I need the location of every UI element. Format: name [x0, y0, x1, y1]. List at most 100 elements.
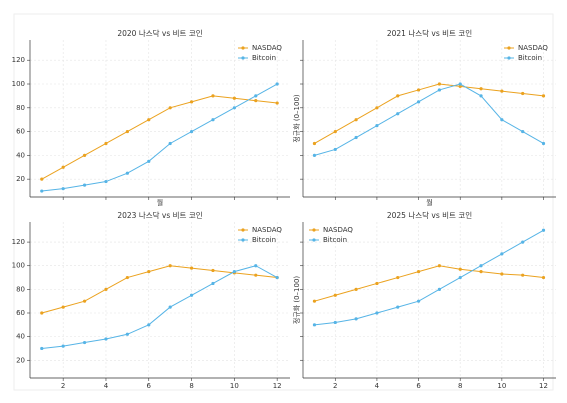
data-point [125, 275, 129, 280]
data-point [254, 99, 258, 103]
data-point [104, 287, 108, 291]
data-point [61, 305, 65, 309]
x-tick-label: 6 [416, 382, 421, 390]
data-point [479, 264, 483, 268]
x-tick-label: 2 [61, 382, 65, 390]
legend-marker [312, 228, 316, 232]
data-point [375, 311, 379, 315]
series-line [41, 95, 278, 180]
legend-marker [241, 56, 245, 60]
data-point [189, 100, 194, 104]
legend-marker [312, 238, 316, 242]
data-point [211, 118, 215, 122]
data-point [521, 273, 525, 277]
data-point [147, 118, 151, 122]
data-point [521, 129, 525, 134]
legend-label: NASDAQ [323, 226, 353, 234]
legend-label: Bitcoin [323, 236, 347, 244]
data-point [275, 82, 279, 86]
data-point [82, 153, 87, 157]
y-tick-label: 20 [16, 175, 25, 183]
data-point [458, 267, 462, 271]
data-point [82, 183, 87, 187]
chart-title: 2021 나스닥 vs 비트 코인 [387, 28, 472, 38]
legend-label: NASDAQ [252, 44, 282, 52]
data-point [312, 323, 317, 327]
series-line [314, 83, 544, 156]
data-point [479, 270, 483, 274]
data-point [125, 332, 129, 336]
data-point [275, 275, 279, 280]
y-axis-label: 정규화 (0–100) [292, 276, 301, 325]
data-point [333, 320, 337, 325]
data-point [416, 299, 421, 303]
y-tick-label: 20 [16, 356, 25, 364]
data-point [61, 187, 65, 191]
data-point [211, 281, 215, 286]
data-point [147, 270, 151, 274]
data-point [541, 141, 546, 146]
data-point [254, 264, 258, 268]
legend-label: Bitcoin [252, 236, 276, 244]
y-tick-label: 80 [16, 104, 25, 112]
legend-marker [241, 238, 245, 242]
data-point [458, 84, 462, 88]
legend-marker [241, 228, 245, 232]
data-point [232, 96, 236, 100]
data-point [396, 275, 400, 280]
data-point [189, 129, 194, 134]
y-tick-label: 60 [16, 309, 25, 317]
series-line [314, 83, 544, 144]
data-point [254, 94, 258, 98]
data-point [354, 317, 358, 321]
x-tick-label: 6 [147, 382, 152, 390]
data-point [312, 141, 317, 146]
series-line [41, 265, 278, 314]
data-point [541, 94, 546, 98]
data-point [416, 270, 421, 274]
data-point [82, 299, 87, 303]
data-point [500, 252, 504, 256]
x-axis-label: 월 [157, 198, 163, 207]
data-point [104, 179, 108, 184]
data-point [479, 94, 483, 98]
data-point [82, 340, 87, 345]
data-point [254, 273, 258, 277]
data-point [375, 281, 379, 286]
data-point [40, 177, 44, 181]
data-point [211, 268, 215, 273]
data-point [40, 311, 44, 315]
data-point [168, 264, 172, 268]
data-point [354, 118, 358, 122]
data-point [147, 159, 151, 163]
data-point [275, 101, 279, 105]
y-tick-label: 100 [12, 262, 25, 270]
data-point [40, 346, 44, 351]
data-point [375, 106, 379, 110]
legend-label: Bitcoin [518, 54, 542, 62]
data-point [354, 135, 358, 140]
y-tick-label: 80 [16, 285, 25, 293]
series-line [314, 229, 544, 326]
data-point [104, 337, 108, 341]
data-point [232, 106, 236, 110]
data-point [333, 129, 337, 134]
x-tick-label: 8 [189, 382, 193, 390]
y-axis-label: 정규화 (0–100) [292, 94, 301, 143]
data-point [541, 228, 546, 232]
data-point [354, 287, 358, 291]
data-point [500, 272, 504, 276]
data-point [189, 266, 194, 270]
x-tick-label: 8 [458, 382, 462, 390]
y-tick-label: 40 [16, 333, 25, 341]
data-point [232, 270, 236, 274]
data-point [437, 82, 441, 86]
y-tick-label: 120 [12, 56, 25, 64]
data-point [147, 323, 151, 327]
data-point [500, 89, 504, 93]
data-point [312, 153, 317, 157]
y-tick-label: 100 [12, 80, 25, 88]
x-tick-label: 10 [497, 382, 506, 390]
series-line [41, 83, 278, 192]
series-line [314, 265, 544, 302]
